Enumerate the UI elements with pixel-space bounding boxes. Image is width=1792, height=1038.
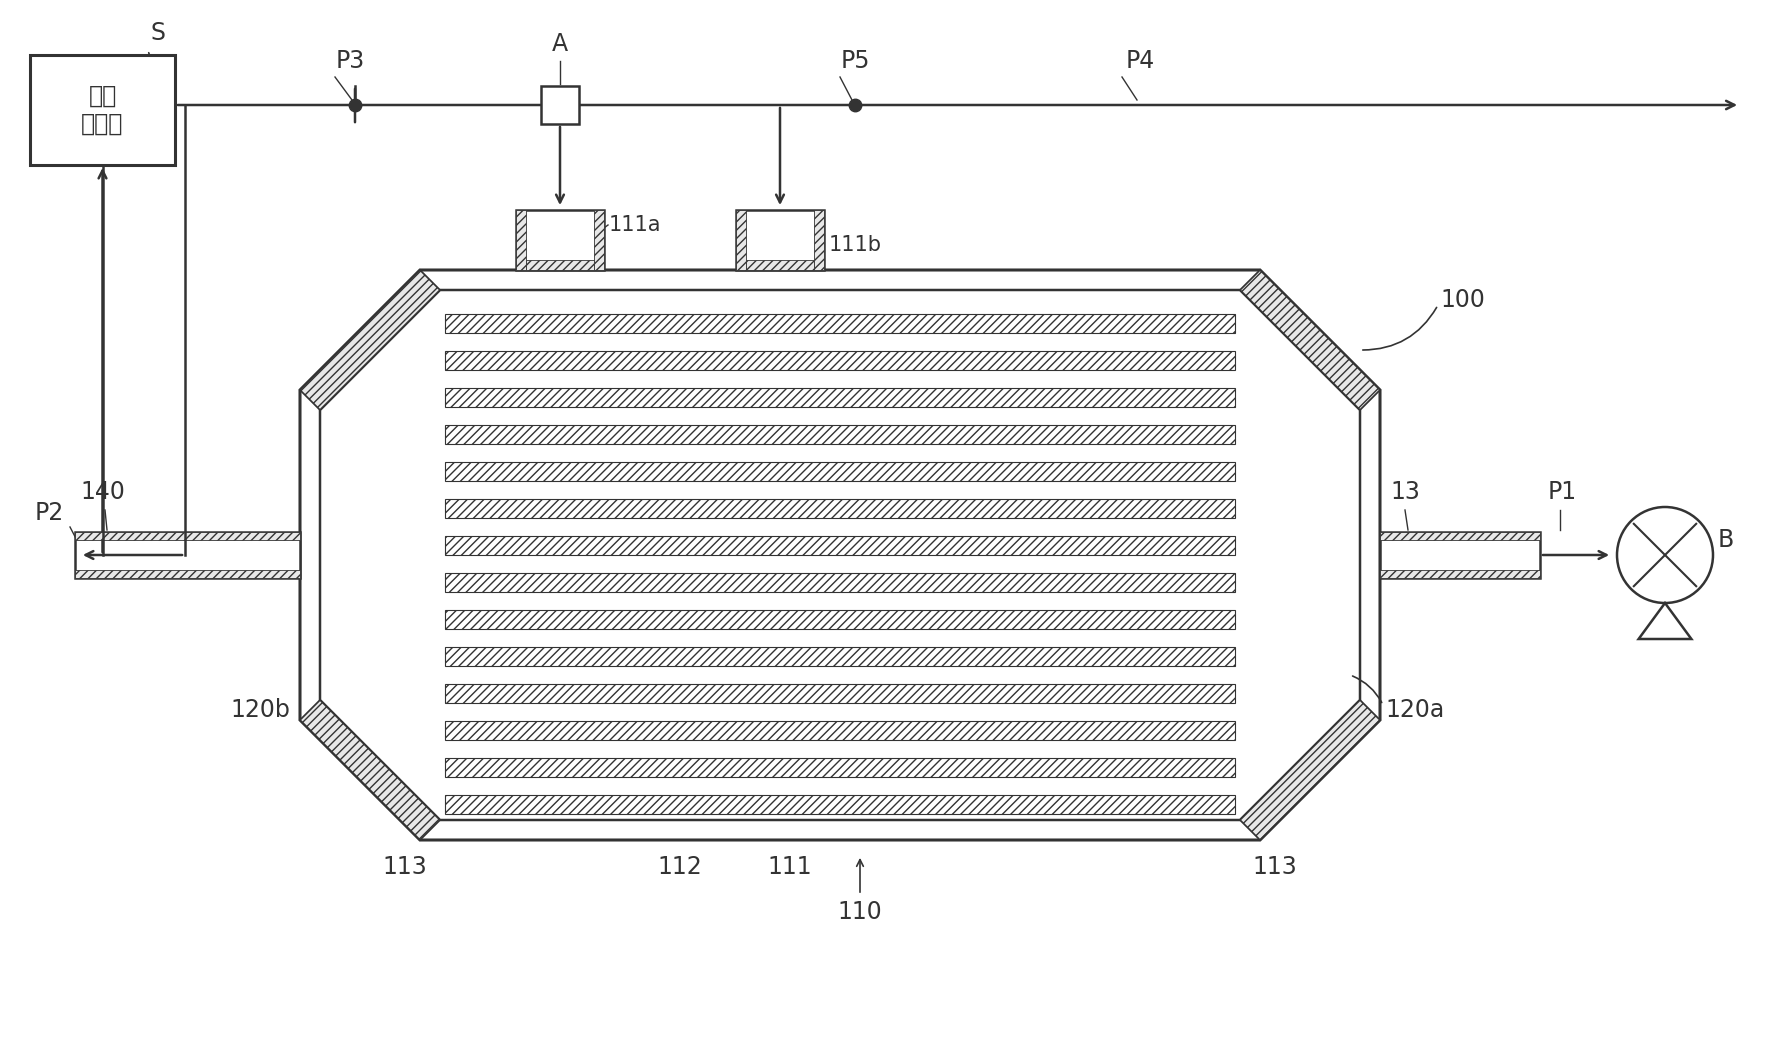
Polygon shape <box>1638 603 1692 639</box>
Bar <box>75 532 299 578</box>
Bar <box>444 795 1235 814</box>
Text: 113: 113 <box>1253 855 1297 879</box>
Text: 111a: 111a <box>609 215 661 235</box>
Bar <box>814 210 824 270</box>
Text: 120b: 120b <box>229 698 290 722</box>
Bar <box>541 86 579 124</box>
Bar <box>593 210 604 270</box>
Text: 140: 140 <box>81 480 125 504</box>
Text: S: S <box>151 21 165 45</box>
Polygon shape <box>299 700 441 840</box>
Bar <box>444 425 1235 444</box>
Text: P3: P3 <box>335 49 364 73</box>
Text: 111b: 111b <box>830 235 882 255</box>
Text: 100: 100 <box>1441 288 1486 312</box>
Text: 112: 112 <box>658 855 702 879</box>
Bar <box>75 532 299 540</box>
Bar <box>737 210 824 270</box>
Polygon shape <box>321 290 1360 820</box>
Bar <box>444 758 1235 777</box>
Text: P5: P5 <box>840 49 869 73</box>
Bar <box>75 570 299 578</box>
Text: 111: 111 <box>767 855 812 879</box>
Text: B: B <box>1719 528 1735 552</box>
Text: 13: 13 <box>1391 480 1419 504</box>
Text: 120a: 120a <box>1385 698 1444 722</box>
Bar <box>444 313 1235 333</box>
Bar <box>1380 532 1539 578</box>
Bar <box>444 720 1235 740</box>
Bar <box>516 210 604 270</box>
Text: 燃料
电池堆: 燃料 电池堆 <box>81 84 124 136</box>
Bar <box>1380 532 1539 540</box>
Circle shape <box>1616 507 1713 603</box>
Bar <box>444 573 1235 592</box>
Bar <box>1380 570 1539 578</box>
Bar <box>444 684 1235 703</box>
Bar <box>516 210 527 270</box>
Bar <box>444 351 1235 370</box>
Bar <box>444 499 1235 518</box>
Bar <box>444 536 1235 555</box>
Polygon shape <box>299 270 441 410</box>
Bar <box>444 388 1235 407</box>
Text: P2: P2 <box>36 501 65 525</box>
Text: P1: P1 <box>1548 480 1577 504</box>
Bar <box>30 55 176 165</box>
Bar <box>444 462 1235 481</box>
Text: 110: 110 <box>837 900 882 924</box>
Bar <box>737 210 745 270</box>
Bar <box>745 260 814 270</box>
Text: P4: P4 <box>1125 49 1154 73</box>
Bar <box>444 647 1235 666</box>
Polygon shape <box>299 270 1380 840</box>
Text: A: A <box>552 32 568 56</box>
Polygon shape <box>1240 270 1380 410</box>
Polygon shape <box>1240 700 1380 840</box>
Bar <box>527 260 593 270</box>
Bar <box>444 609 1235 629</box>
Text: 113: 113 <box>383 855 426 879</box>
